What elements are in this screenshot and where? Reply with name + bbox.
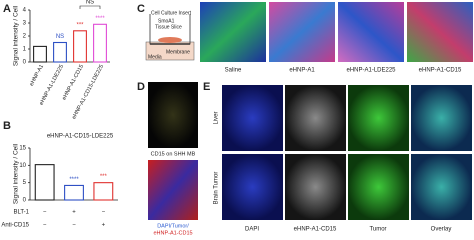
row-label: Liver (214, 111, 220, 124)
column-label: eHNP-A1-CD15 (294, 227, 337, 233)
micrograph (148, 160, 198, 220)
bar (33, 45, 47, 63)
condition-sign: + (102, 223, 106, 229)
y-tick-label: 0 (23, 60, 27, 66)
schematic-label: Media (148, 54, 162, 60)
y-tick-label: 5 (23, 180, 27, 186)
schematic: Cell Culture Insert SmoA1 Tissue Slice M… (145, 10, 195, 60)
panel-label: D (137, 81, 145, 93)
panel-label: A (3, 3, 11, 15)
bar (93, 23, 107, 63)
bar (93, 182, 114, 201)
condition-name: BLT-1 (13, 210, 29, 216)
bar (53, 41, 67, 63)
y-tick-label: 4 (23, 8, 27, 14)
x-tick-label: eHNP-A1-CD15 (61, 64, 85, 101)
condition-sign: − (43, 223, 47, 229)
image-label: eHNP-A1-CD15 (419, 68, 462, 74)
legend-text: eHNP-A1-CD15 (153, 230, 192, 236)
schematic-label: Cell Culture Insert (151, 10, 192, 16)
micrograph (222, 85, 283, 151)
condition-sign: − (102, 210, 106, 216)
column-label: Overlay (431, 227, 452, 233)
micrograph (407, 2, 473, 62)
panel-label: C (137, 3, 145, 15)
y-tick-label: 15 (19, 146, 26, 152)
image-label: eHNP-A1 (289, 68, 315, 74)
legend-text: DAPI/Tumor/ (157, 223, 189, 229)
significance: **** (69, 177, 79, 183)
micrograph (148, 82, 198, 148)
micrograph (285, 85, 346, 151)
micrograph (411, 154, 472, 220)
x-tick-label: eHNP-A1 (29, 64, 45, 87)
condition-name: Anti-CD15 (1, 223, 29, 229)
micrograph (348, 85, 409, 151)
caption: CD15 on SHH MB (151, 151, 196, 157)
column-label: DAPI (245, 227, 259, 233)
bar (34, 164, 55, 201)
micrograph (338, 2, 404, 62)
significance: *** (76, 22, 84, 28)
schematic-label: Membrane (166, 49, 190, 55)
micrograph (222, 154, 283, 220)
bar (64, 184, 84, 201)
chart-title: eHNP-A1-CD15-LDE225 (47, 134, 114, 140)
micrograph (200, 2, 266, 62)
y-tick-label: 10 (19, 163, 26, 169)
micrograph (269, 2, 335, 62)
significance: **** (95, 16, 105, 22)
panel-label: B (3, 120, 11, 132)
y-axis-label: Signal intensity / Cell (13, 5, 20, 66)
image-label: eHNP-A1-LDE225 (346, 68, 396, 74)
y-tick-label: 0 (23, 198, 27, 204)
row-label: Brain Tumor (214, 172, 220, 205)
micrograph (348, 154, 409, 220)
micrograph (411, 85, 472, 151)
condition-sign: − (43, 210, 47, 216)
column-label: Tumor (369, 227, 386, 233)
condition-sign: + (72, 210, 76, 216)
schematic-label: Tissue Slice (155, 24, 182, 30)
condition-sign: − (72, 223, 76, 229)
y-tick-label: 1 (23, 47, 27, 53)
micrograph (285, 154, 346, 220)
bracket-label: NS (86, 0, 94, 6)
significance: *** (100, 174, 108, 180)
y-tick-label: 3 (23, 21, 27, 27)
y-axis-label: Signal intensity / Cell (13, 143, 20, 204)
schematic-label: SmoA1 (158, 18, 175, 24)
panel-label: E (203, 81, 210, 93)
y-tick-label: 2 (23, 34, 27, 40)
bar (73, 30, 87, 63)
significance: NS (56, 34, 64, 40)
image-label: Saline (225, 68, 242, 74)
bracket (79, 5, 101, 9)
